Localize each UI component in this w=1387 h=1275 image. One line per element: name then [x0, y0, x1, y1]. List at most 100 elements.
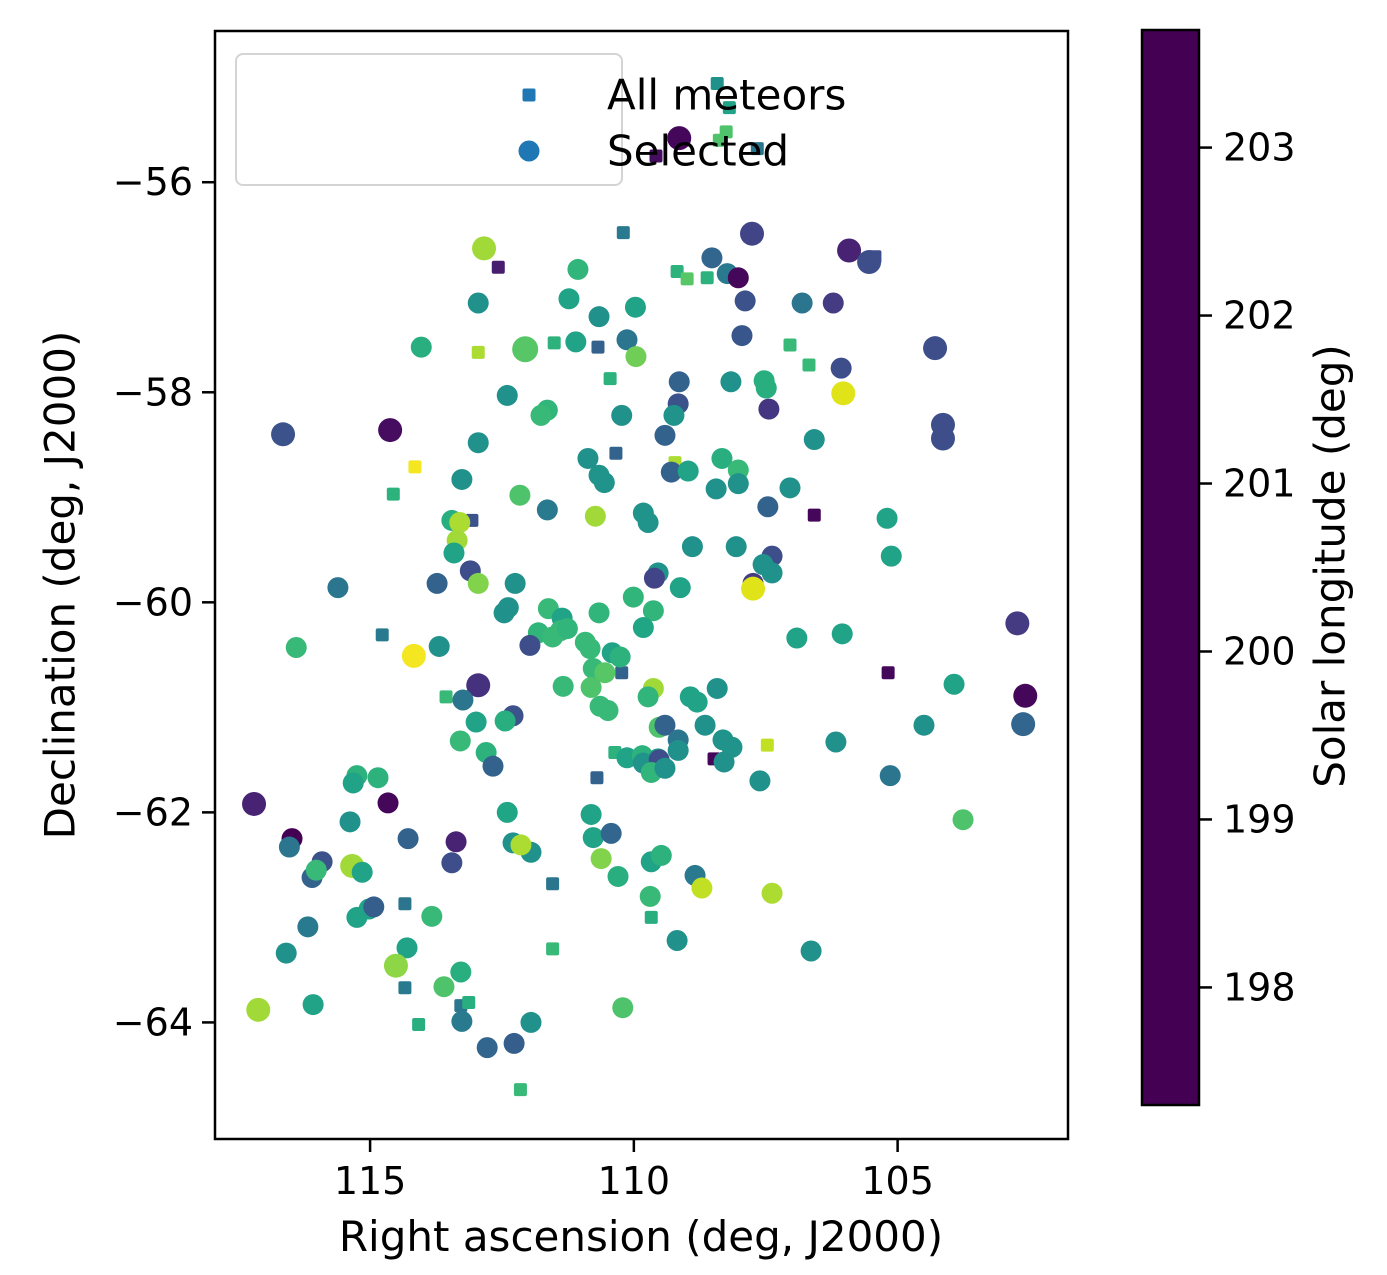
scatter-point-circle	[669, 577, 691, 599]
scatter-point-circle	[401, 643, 426, 668]
scatter-point-circle	[757, 496, 779, 518]
scatter-point-circle	[786, 627, 808, 649]
scatter-point-circle	[421, 905, 443, 927]
scatter-point-circle	[580, 676, 602, 698]
scatter-point-square	[802, 358, 816, 372]
scatter-point-circle	[467, 292, 489, 314]
scatter-point-circle	[476, 1037, 498, 1059]
scatter-point-circle	[758, 398, 780, 420]
scatter-point-circle	[607, 865, 629, 887]
scatter-point-circle	[791, 292, 813, 314]
scatter-point-circle	[654, 714, 676, 736]
scatter-point-square	[615, 666, 629, 680]
scatter-point-circle	[600, 822, 622, 844]
scatter-point-circle	[667, 739, 689, 761]
scatter-point-circle	[711, 447, 733, 469]
scatter-point-circle	[643, 567, 665, 589]
scatter-point-circle	[433, 976, 455, 998]
scatter-point-circle	[302, 994, 324, 1016]
x-axis-label: Right ascension (deg, J2000)	[338, 1212, 944, 1261]
scatter-point-circle	[663, 404, 685, 426]
scatter-point-square	[603, 372, 617, 386]
scatter-point-square	[462, 995, 476, 1009]
scatter-point-circle	[837, 238, 862, 263]
y-tick-label: −64	[113, 1000, 193, 1044]
plot-frame	[213, 29, 1070, 1141]
scatter-point-circle	[876, 507, 898, 529]
scatter-point-circle	[637, 512, 659, 534]
scatter-point-square	[719, 125, 733, 139]
scatter-point-circle	[584, 505, 606, 527]
scatter-point-circle	[565, 331, 587, 353]
scatter-point-circle	[593, 472, 615, 494]
scatter-point-circle	[520, 1011, 542, 1033]
scatter-point-circle	[642, 600, 664, 622]
scatter-point-square	[408, 460, 422, 474]
scatter-point-circle	[580, 803, 602, 825]
circle-marker-icon	[518, 140, 540, 161]
scatter-point-circle	[577, 447, 599, 469]
scatter-point-circle	[589, 695, 611, 717]
scatter-point-circle	[622, 586, 644, 608]
scatter-point-circle	[1013, 683, 1038, 708]
scatter-point-circle	[246, 997, 271, 1022]
scatter-point-circle	[727, 473, 749, 495]
legend-box: All meteors Selected	[235, 53, 846, 186]
scatter-point-circle	[706, 677, 728, 699]
scatter-point-square	[760, 738, 774, 752]
scatter-point-circle	[472, 236, 497, 261]
scatter-point-circle	[397, 828, 419, 850]
scatter-point-circle	[482, 755, 504, 777]
scatter-point-square	[710, 77, 724, 91]
scatter-point-square	[386, 487, 400, 501]
scatter-point-square	[680, 272, 694, 286]
scatter-point-circle	[825, 731, 847, 753]
scatter-point-circle	[512, 336, 539, 363]
scatter-point-circle	[582, 827, 604, 849]
colorbar-tick-label: 203	[1223, 126, 1296, 170]
scatter-point-circle	[761, 882, 783, 904]
scatter-point-circle	[609, 646, 631, 668]
scatter-point-square	[722, 101, 736, 115]
x-tick-label: 105	[861, 1159, 934, 1203]
scatter-point-circle	[624, 296, 646, 318]
scatter-point-circle	[567, 258, 589, 280]
scatter-point-circle	[741, 576, 766, 601]
scatter-point-circle	[800, 940, 822, 962]
colorbar-frame	[1140, 28, 1201, 1107]
scatter-point-circle	[803, 429, 825, 451]
scatter-point-circle	[351, 861, 373, 883]
legend-item-all-meteors: All meteors	[237, 63, 846, 126]
scatter-point-circle	[342, 772, 364, 794]
scatter-point-circle	[510, 834, 532, 856]
scatter-point-circle	[445, 831, 467, 853]
scatter-point-circle	[449, 512, 471, 534]
legend-label-selected: Selected	[607, 126, 790, 175]
scatter-point-circle	[952, 809, 974, 831]
scatter-point-square	[783, 338, 797, 352]
scatter-point-circle	[450, 961, 472, 983]
scatter-point-circle	[588, 306, 610, 328]
scatter-point-circle	[426, 572, 448, 594]
scatter-point-circle	[694, 714, 716, 736]
scatter-point-square	[609, 446, 623, 460]
scatter-point-circle	[734, 290, 756, 312]
scatter-point-circle	[667, 126, 692, 151]
scatter-point-square	[700, 271, 714, 285]
scatter-point-circle	[731, 325, 753, 347]
scatter-point-circle	[496, 801, 518, 823]
scatter-point-circle	[1005, 611, 1030, 636]
scatter-point-circle	[494, 710, 516, 732]
scatter-point-circle	[660, 461, 682, 483]
scatter-point-circle	[654, 424, 676, 446]
scatter-point-circle	[691, 877, 713, 899]
colorbar-tick-label: 199	[1223, 797, 1296, 841]
scatter-point-circle	[275, 942, 297, 964]
legend-item-selected: Selected	[237, 119, 789, 182]
scatter-point-circle	[441, 852, 463, 874]
y-tick-label: −58	[113, 370, 193, 414]
scatter-point-circle	[449, 730, 471, 752]
scatter-point-square	[546, 877, 560, 891]
scatter-point-circle	[530, 404, 552, 426]
